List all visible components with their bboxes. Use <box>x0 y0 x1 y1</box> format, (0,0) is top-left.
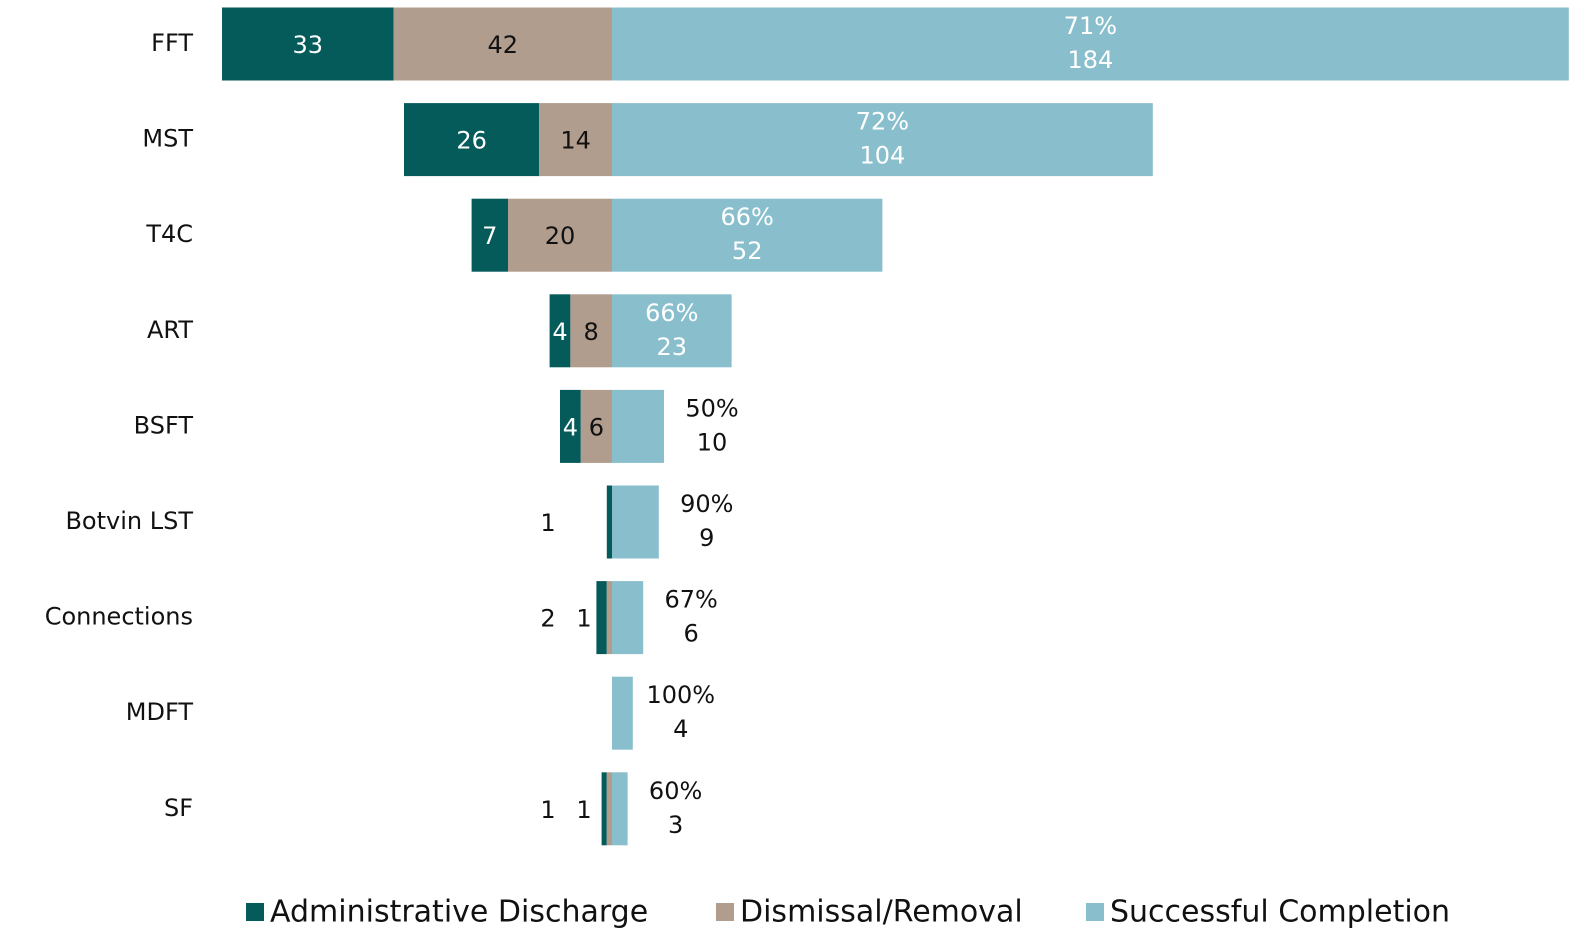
percent-label: 60% <box>649 777 702 805</box>
data-label: 184 <box>1067 46 1113 74</box>
percent-label: 90% <box>680 490 733 518</box>
data-label: 26 <box>456 127 487 155</box>
data-label: 8 <box>584 318 599 346</box>
bar-segment <box>570 294 612 368</box>
bar-segment <box>606 581 612 655</box>
data-label: 4 <box>563 413 578 441</box>
legend-label: Successful Completion <box>1110 895 1450 930</box>
bar-segment <box>404 103 540 177</box>
category-label: FFT <box>151 29 193 57</box>
bar-segment <box>539 103 612 177</box>
category-label: MDFT <box>126 698 194 726</box>
bar-segment <box>612 103 1153 177</box>
data-label: 6 <box>589 413 604 441</box>
bar-segment <box>612 581 644 655</box>
data-label: 1 <box>540 509 555 537</box>
category-label: MST <box>142 125 193 153</box>
data-label: 23 <box>657 333 688 361</box>
data-label: 1 <box>576 605 591 633</box>
data-label: 4 <box>552 318 567 346</box>
data-label: 1 <box>576 796 591 824</box>
bar-segment <box>393 7 612 81</box>
legend-swatch <box>1086 903 1104 921</box>
bar-segment <box>596 581 607 655</box>
category-label: SF <box>164 794 193 822</box>
legend-label: Administrative Discharge <box>270 895 648 930</box>
bar-segment <box>601 772 607 846</box>
percent-label: 50% <box>685 394 738 422</box>
bar-segment <box>612 676 633 750</box>
category-label: ART <box>147 316 193 344</box>
bar-segment <box>549 294 571 368</box>
bar-segment <box>580 389 612 463</box>
bar-segment <box>508 198 612 272</box>
percent-label: 100% <box>646 681 715 709</box>
bar-segment <box>612 7 1569 81</box>
data-label: 7 <box>482 222 497 250</box>
legend-swatch <box>246 903 264 921</box>
legend-label: Dismissal/Removal <box>740 895 1023 930</box>
percent-label: 67% <box>665 586 718 614</box>
data-label: 10 <box>697 428 728 456</box>
data-label: 42 <box>488 31 519 59</box>
percent-label: 66% <box>645 299 698 327</box>
bar-segment <box>612 389 664 463</box>
category-label: Botvin LST <box>65 507 193 535</box>
bar-segment <box>560 389 581 463</box>
data-label: 33 <box>293 31 324 59</box>
category-label: Connections <box>45 603 193 631</box>
percent-label: 72% <box>856 108 909 136</box>
bar-segment <box>612 198 883 272</box>
bar-segment <box>471 198 508 272</box>
bar-segment <box>612 485 659 559</box>
percent-label: 71% <box>1064 12 1117 40</box>
category-label: BSFT <box>134 411 194 439</box>
data-label: 2 <box>540 605 555 633</box>
bar-segment <box>606 772 612 846</box>
bar-segment <box>612 772 628 846</box>
data-label: 20 <box>545 222 576 250</box>
category-label: T4C <box>145 220 193 248</box>
data-label: 3 <box>668 811 683 839</box>
data-label: 52 <box>732 237 763 265</box>
data-label: 4 <box>673 715 688 743</box>
data-label: 6 <box>684 620 699 648</box>
data-label: 9 <box>699 524 714 552</box>
data-label: 104 <box>859 142 905 170</box>
bar-segment <box>612 294 732 368</box>
data-label: 1 <box>540 796 555 824</box>
legend-swatch <box>716 903 734 921</box>
data-label: 14 <box>560 127 591 155</box>
percent-label: 66% <box>721 203 774 231</box>
bar-segment <box>606 485 612 559</box>
bar-segment <box>222 7 394 81</box>
